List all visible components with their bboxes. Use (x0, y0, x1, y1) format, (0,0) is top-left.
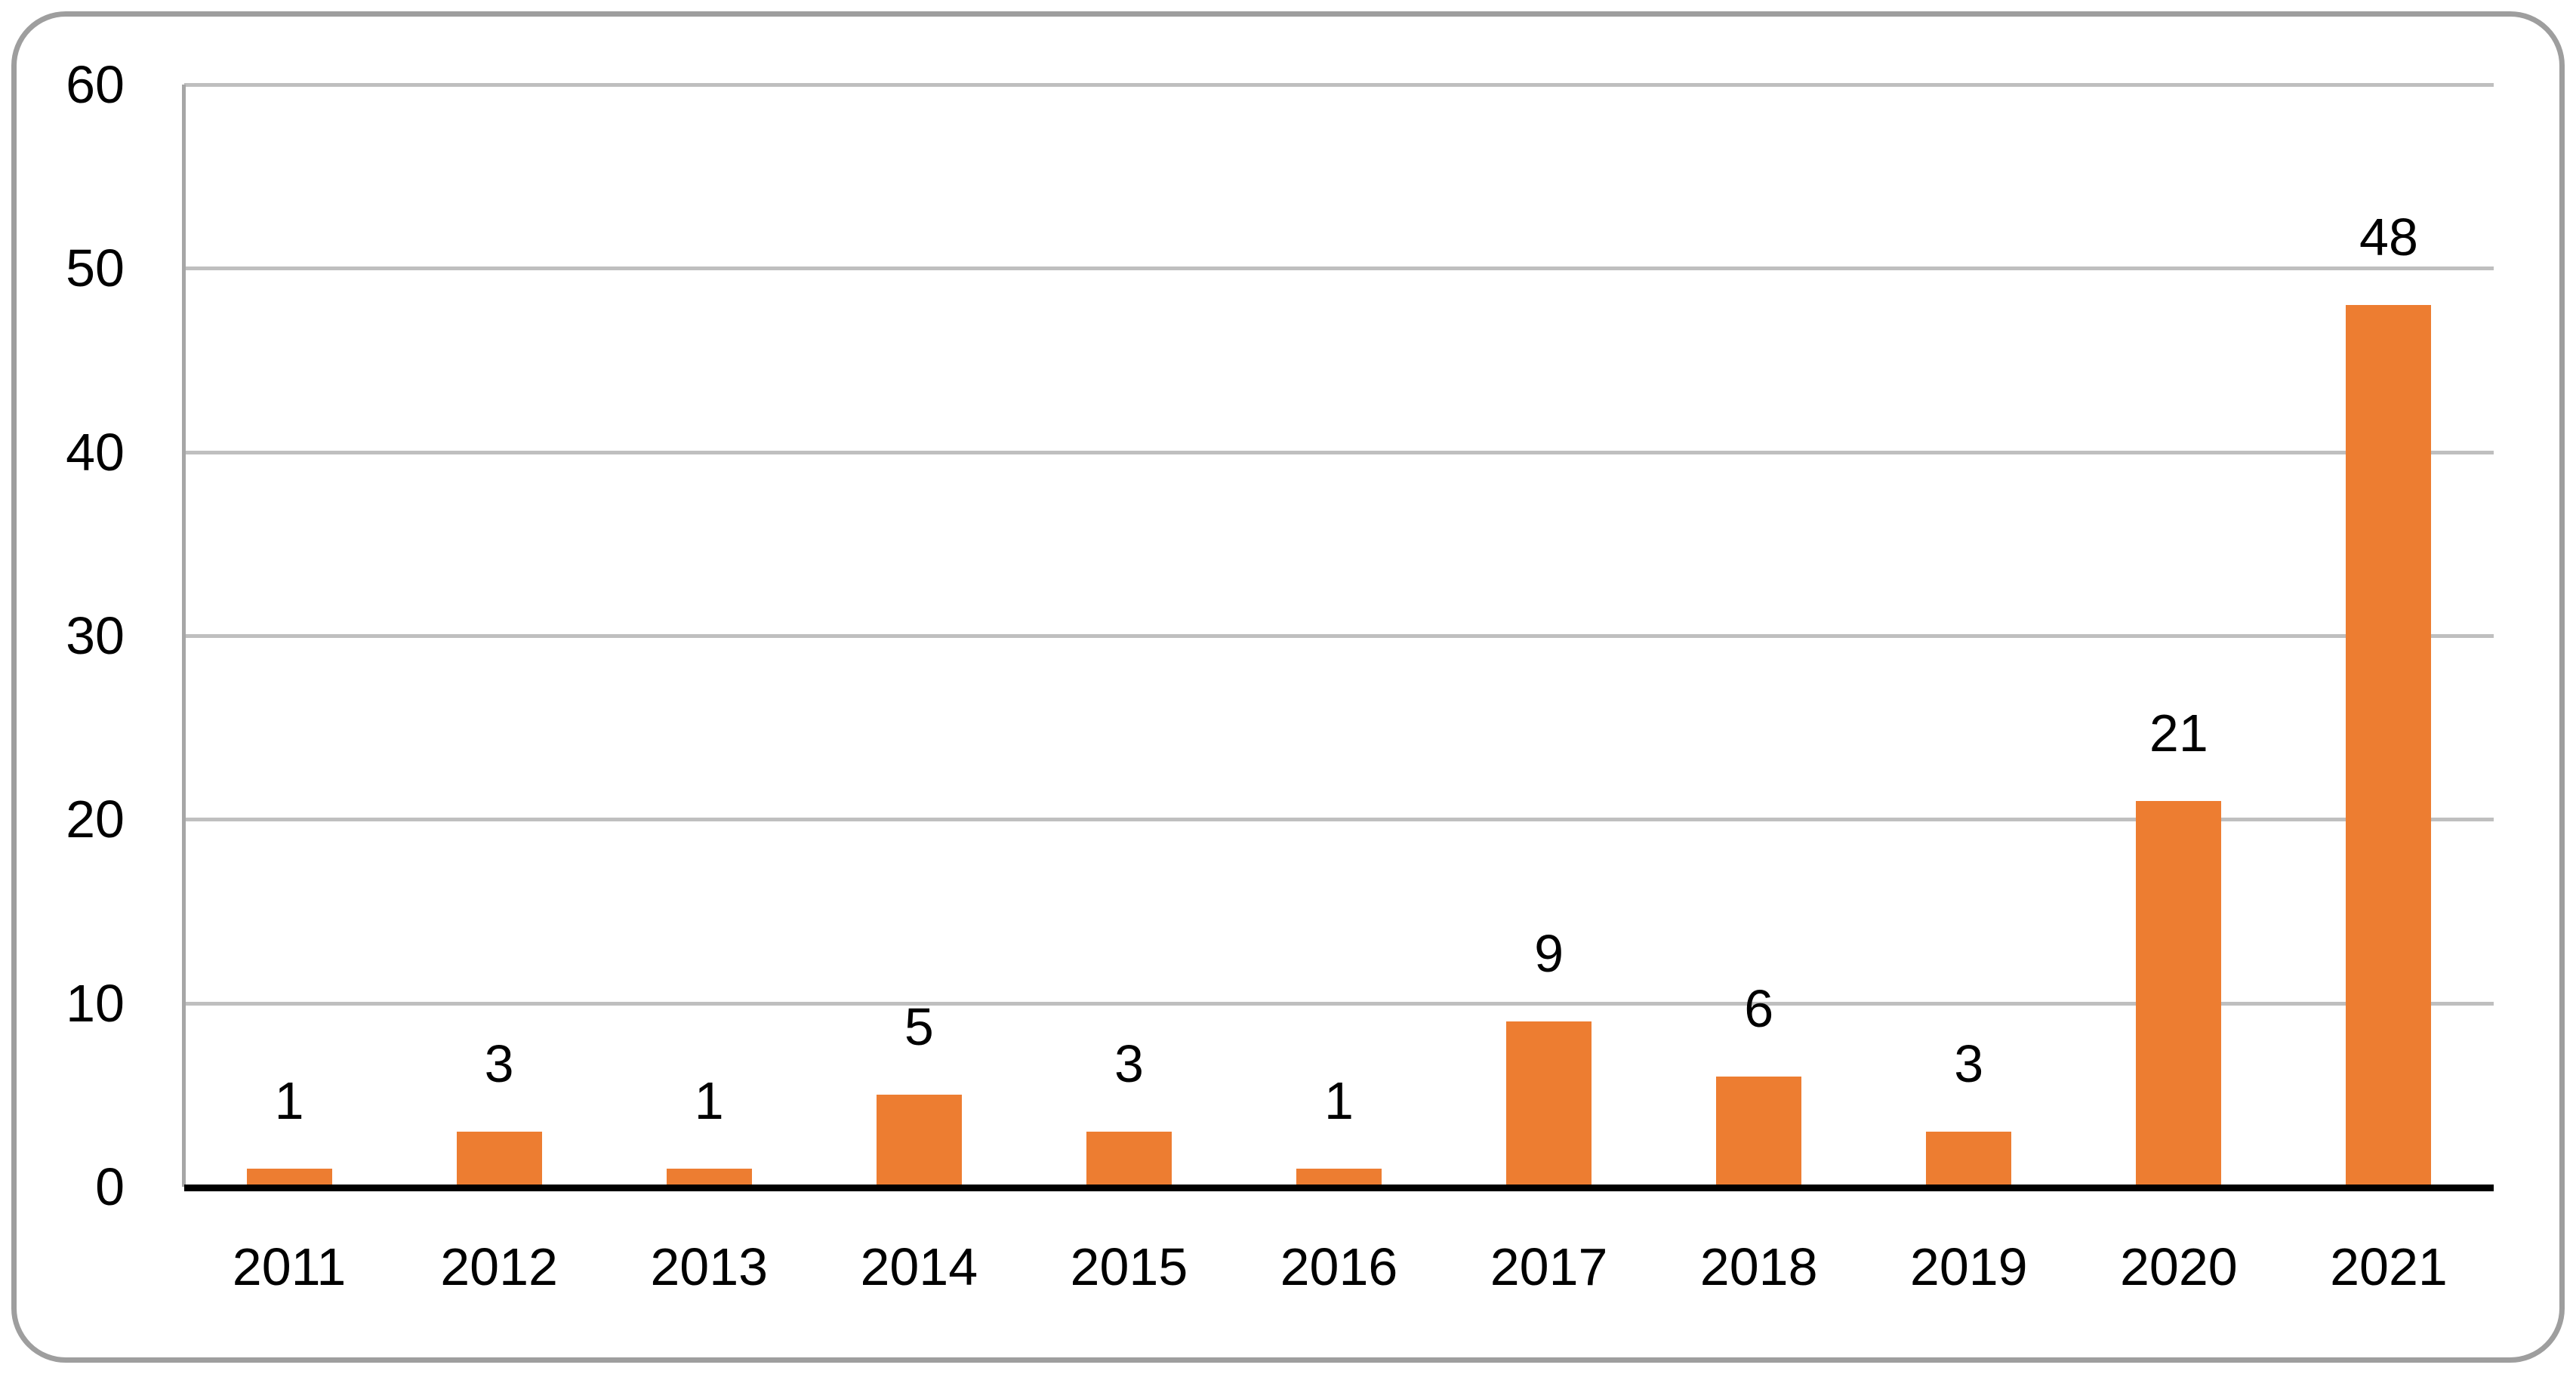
bar-2016 (1296, 1168, 1382, 1187)
bar-value-label-2012: 3 (484, 1034, 514, 1093)
x-tick-label-2014: 2014 (860, 1237, 978, 1296)
bar-value-label-2013: 1 (694, 1071, 724, 1130)
gridline-20 (184, 818, 2494, 822)
gridline-60 (184, 83, 2494, 87)
gridline-30 (184, 634, 2494, 638)
gridline-40 (184, 450, 2494, 454)
y-tick-label-40: 40 (66, 422, 125, 482)
x-tick-label-2018: 2018 (1699, 1237, 1818, 1296)
gridline-50 (184, 266, 2494, 271)
y-tick-label-10: 10 (66, 973, 125, 1033)
bar-2011 (246, 1168, 332, 1187)
y-axis-line (182, 85, 186, 1187)
bar-2017 (1506, 1021, 1592, 1187)
bar-value-label-2021: 48 (2359, 208, 2418, 266)
x-tick-label-2019: 2019 (1909, 1237, 2028, 1296)
x-tick-label-2012: 2012 (440, 1237, 558, 1296)
bar-value-label-2015: 3 (1114, 1034, 1144, 1093)
bar-value-label-2011: 1 (274, 1071, 304, 1130)
chart-border (11, 11, 2565, 1363)
x-tick-label-2020: 2020 (2119, 1237, 2238, 1296)
y-tick-label-50: 50 (66, 239, 125, 298)
y-tick-label-60: 60 (66, 55, 125, 114)
bar-2020 (2136, 801, 2222, 1187)
bar-2021 (2346, 305, 2432, 1187)
bar-2015 (1086, 1132, 1172, 1187)
x-tick-label-2013: 2013 (650, 1237, 769, 1296)
bar-2014 (876, 1095, 962, 1187)
x-tick-label-2017: 2017 (1490, 1237, 1608, 1296)
bar-value-label-2020: 21 (2149, 704, 2208, 762)
bar-value-label-2016: 1 (1324, 1071, 1354, 1130)
bar-value-label-2014: 5 (904, 997, 934, 1057)
bar-value-label-2019: 3 (1954, 1034, 1984, 1093)
y-tick-label-30: 30 (66, 606, 125, 665)
x-tick-label-2015: 2015 (1070, 1237, 1188, 1296)
x-axis-line (184, 1185, 2494, 1191)
bar-2018 (1716, 1077, 1802, 1187)
bar-2013 (666, 1168, 752, 1187)
x-tick-label-2011: 2011 (232, 1237, 347, 1296)
bar-value-label-2017: 9 (1534, 924, 1564, 983)
y-tick-label-20: 20 (66, 790, 125, 849)
bar-2019 (1926, 1132, 2012, 1187)
bar-2012 (456, 1132, 542, 1187)
plot-area: 1 3 1 5 3 1 9 6 3 21 48 (184, 85, 2494, 1187)
x-tick-label-2016: 2016 (1280, 1237, 1398, 1296)
bar-value-label-2018: 6 (1744, 979, 1774, 1038)
x-tick-label-2021: 2021 (2330, 1237, 2448, 1296)
gridline-10 (184, 1001, 2494, 1006)
y-tick-label-0: 0 (95, 1157, 125, 1216)
